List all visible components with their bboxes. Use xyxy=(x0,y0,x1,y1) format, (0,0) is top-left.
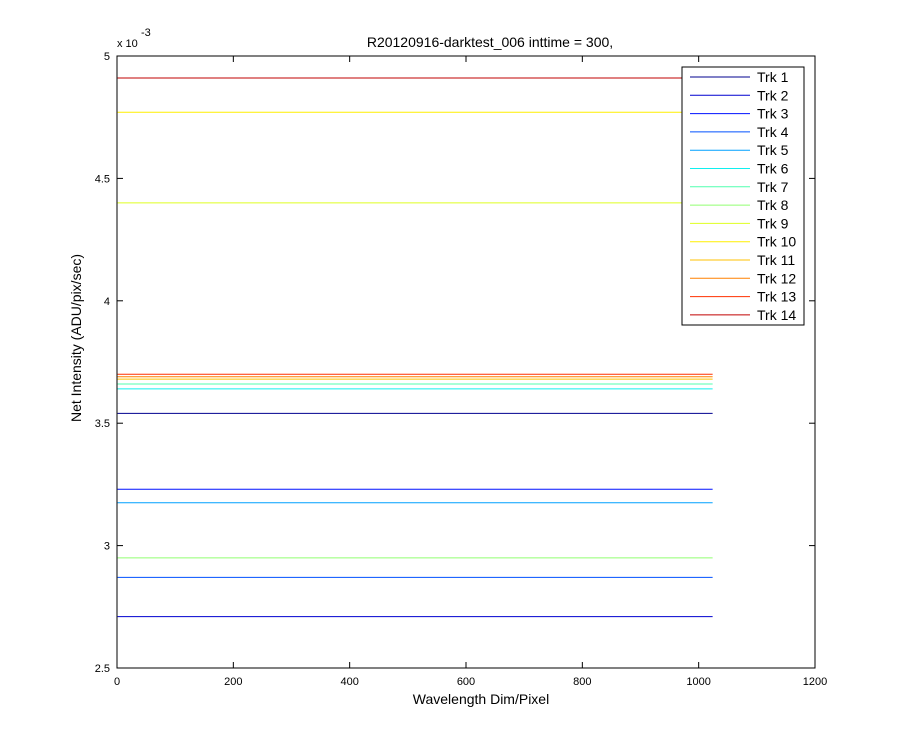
legend-label-trk-2: Trk 2 xyxy=(757,87,789,103)
x-tick-label: 600 xyxy=(457,676,475,688)
y-tick-label: 4.5 xyxy=(95,173,110,185)
y-multiplier-base: x 10 xyxy=(117,38,138,50)
series-layer xyxy=(117,77,713,618)
y-multiplier-exponent: -3 xyxy=(141,27,151,39)
y-tick-label: 2.5 xyxy=(95,663,110,675)
y-tick-label: 5 xyxy=(104,51,110,63)
y-axis-label: Net Intensity (ADU/pix/sec) xyxy=(68,254,84,422)
legend-label-trk-6: Trk 6 xyxy=(757,161,789,177)
legend-label-trk-13: Trk 13 xyxy=(757,289,796,305)
legend-label-trk-9: Trk 9 xyxy=(757,215,789,231)
legend-label-trk-12: Trk 12 xyxy=(757,270,796,286)
x-axis-ticks: 0 200 400 600 800 1000 1200 xyxy=(114,56,827,688)
y-tick-label: 4 xyxy=(104,296,110,308)
legend-items: Trk 1 Trk 2 Trk 3 Trk 4 Trk 5 Trk 6 Trk 7 Trk 8… xyxy=(690,69,796,323)
x-tick-label: 400 xyxy=(340,676,358,688)
y-tick-label: 3 xyxy=(104,541,110,553)
legend-label-trk-4: Trk 4 xyxy=(757,124,789,140)
y-axis-ticks: 2.5 3 3.5 4 4.5 5 xyxy=(95,51,815,675)
legend-label-trk-3: Trk 3 xyxy=(757,106,789,122)
x-tick-label: 0 xyxy=(114,676,120,688)
y-multiplier: x 10 -3 xyxy=(117,27,151,50)
legend-label-trk-11: Trk 11 xyxy=(757,252,795,268)
legend-label-trk-7: Trk 7 xyxy=(757,179,789,195)
x-tick-label: 1000 xyxy=(686,676,710,688)
legend-label-trk-8: Trk 8 xyxy=(757,197,789,213)
chart-title: R20120916-darktest_006 inttime = 300, xyxy=(367,34,613,50)
legend-label-trk-5: Trk 5 xyxy=(757,142,789,158)
x-axis-label: Wavelength Dim/Pixel xyxy=(413,691,549,707)
legend-label-trk-1: Trk 1 xyxy=(757,69,789,85)
legend: Trk 1 Trk 2 Trk 3 Trk 4 Trk 5 Trk 6 Trk 7 Trk 8… xyxy=(681,66,805,326)
x-tick-label: 800 xyxy=(573,676,591,688)
x-tick-label: 1200 xyxy=(803,676,827,688)
legend-box xyxy=(681,66,805,326)
x-tick-label: 200 xyxy=(224,676,242,688)
y-tick-label: 3.5 xyxy=(95,418,110,430)
legend-label-trk-10: Trk 10 xyxy=(757,234,796,250)
legend-label-trk-14: Trk 14 xyxy=(757,307,796,323)
